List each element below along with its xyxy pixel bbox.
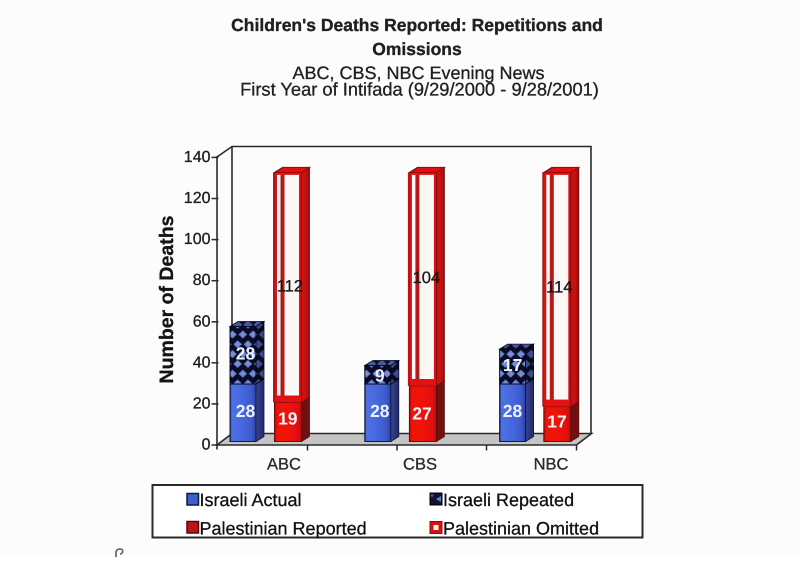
svg-text:40: 40 [193,354,211,371]
svg-text:60: 60 [193,313,211,330]
svg-text:0: 0 [202,437,211,454]
svg-text:19: 19 [278,408,298,428]
svg-text:Omissions: Omissions [372,39,462,59]
svg-text:17: 17 [503,355,522,375]
svg-text:120: 120 [184,190,211,207]
svg-text:28: 28 [236,344,256,364]
svg-text:28: 28 [503,401,523,421]
svg-text:Israeli Repeated: Israeli Repeated [443,490,574,510]
svg-text:NBC: NBC [534,456,569,474]
svg-text:Palestinian Reported: Palestinian Reported [200,518,367,538]
svg-text:ABC, CBS, NBC Evening News: ABC, CBS, NBC Evening News [292,63,544,83]
svg-text:114: 114 [546,279,572,297]
svg-text:28: 28 [370,401,390,421]
svg-text:First Year of Intifada (9/29/2: First Year of Intifada (9/29/2000 - 9/28… [240,79,599,100]
svg-text:17: 17 [547,412,566,432]
svg-text:27: 27 [412,403,431,423]
svg-text:9: 9 [375,365,385,385]
svg-text:Palestinian Omitted: Palestinian Omitted [443,518,599,538]
svg-text:140: 140 [184,149,211,166]
svg-text:CBS: CBS [403,456,437,474]
svg-text:100: 100 [184,231,211,248]
svg-text:104: 104 [413,269,441,287]
svg-text:28: 28 [236,401,256,421]
svg-text:20: 20 [193,395,211,412]
svg-text:Number of Deaths: Number of Deaths [156,215,178,383]
svg-text:ABC: ABC [267,456,301,474]
svg-text:Children's Deaths Reported: Re: Children's Deaths Reported: Repetitions … [231,15,603,35]
svg-text:Israeli Actual: Israeli Actual [200,490,302,510]
svg-text:80: 80 [193,272,211,289]
svg-text:112: 112 [277,277,303,295]
